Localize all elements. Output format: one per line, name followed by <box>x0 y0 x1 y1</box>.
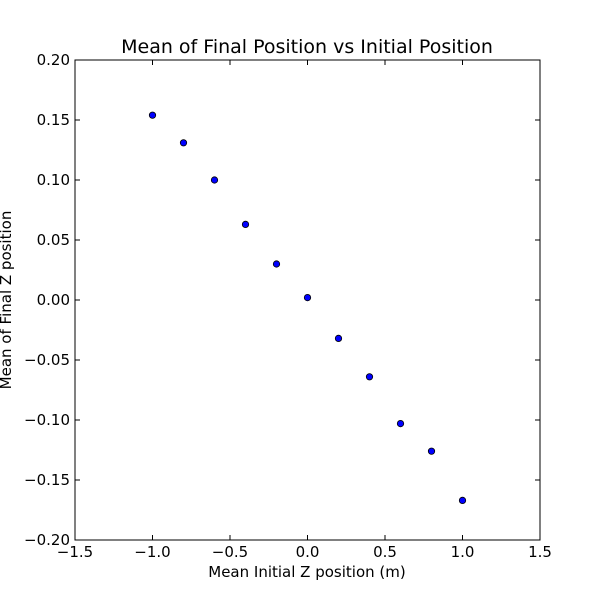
data-point <box>303 293 312 302</box>
y-tick-label: −0.10 <box>24 411 70 429</box>
axis-ticks: −1.5 −1.0 −0.5 0.0 0.5 1.0 1.5 −0.20 −0.15 −0.10 −… <box>24 51 552 561</box>
y-tick-label: −0.20 <box>24 531 70 549</box>
y-tick-label: 0.10 <box>37 171 70 189</box>
y-tick-label: 0.15 <box>37 111 70 129</box>
x-tick-label: 0.5 <box>373 543 397 561</box>
x-tick-label: 1.5 <box>528 543 552 561</box>
y-tick-label: 0.05 <box>37 231 70 249</box>
y-tick-label: −0.05 <box>24 351 70 369</box>
data-point <box>210 176 219 184</box>
y-tick-label: −0.15 <box>24 471 70 489</box>
data-point <box>179 139 188 147</box>
data-points <box>148 111 467 504</box>
x-tick-label: −1.5 <box>57 543 93 561</box>
chart-title: Mean of Final Position vs Initial Positi… <box>121 36 493 58</box>
x-tick-label: 1.0 <box>451 543 475 561</box>
y-tick-label: 0.00 <box>37 291 70 309</box>
data-point <box>334 334 343 342</box>
y-axis-label: Mean of Final Z position <box>0 211 15 390</box>
data-point <box>458 496 467 504</box>
data-point <box>241 220 250 228</box>
x-axis-label: Mean Initial Z position (m) <box>208 563 405 581</box>
data-point <box>427 447 436 455</box>
data-point <box>365 373 374 381</box>
data-point <box>148 111 157 119</box>
data-point <box>272 260 281 268</box>
y-tick-label: 0.20 <box>37 51 70 69</box>
x-tick-label: −1.0 <box>134 543 170 561</box>
x-tick-label: 0.0 <box>296 543 320 561</box>
data-point <box>396 419 405 428</box>
x-tick-label: −0.5 <box>212 543 248 561</box>
